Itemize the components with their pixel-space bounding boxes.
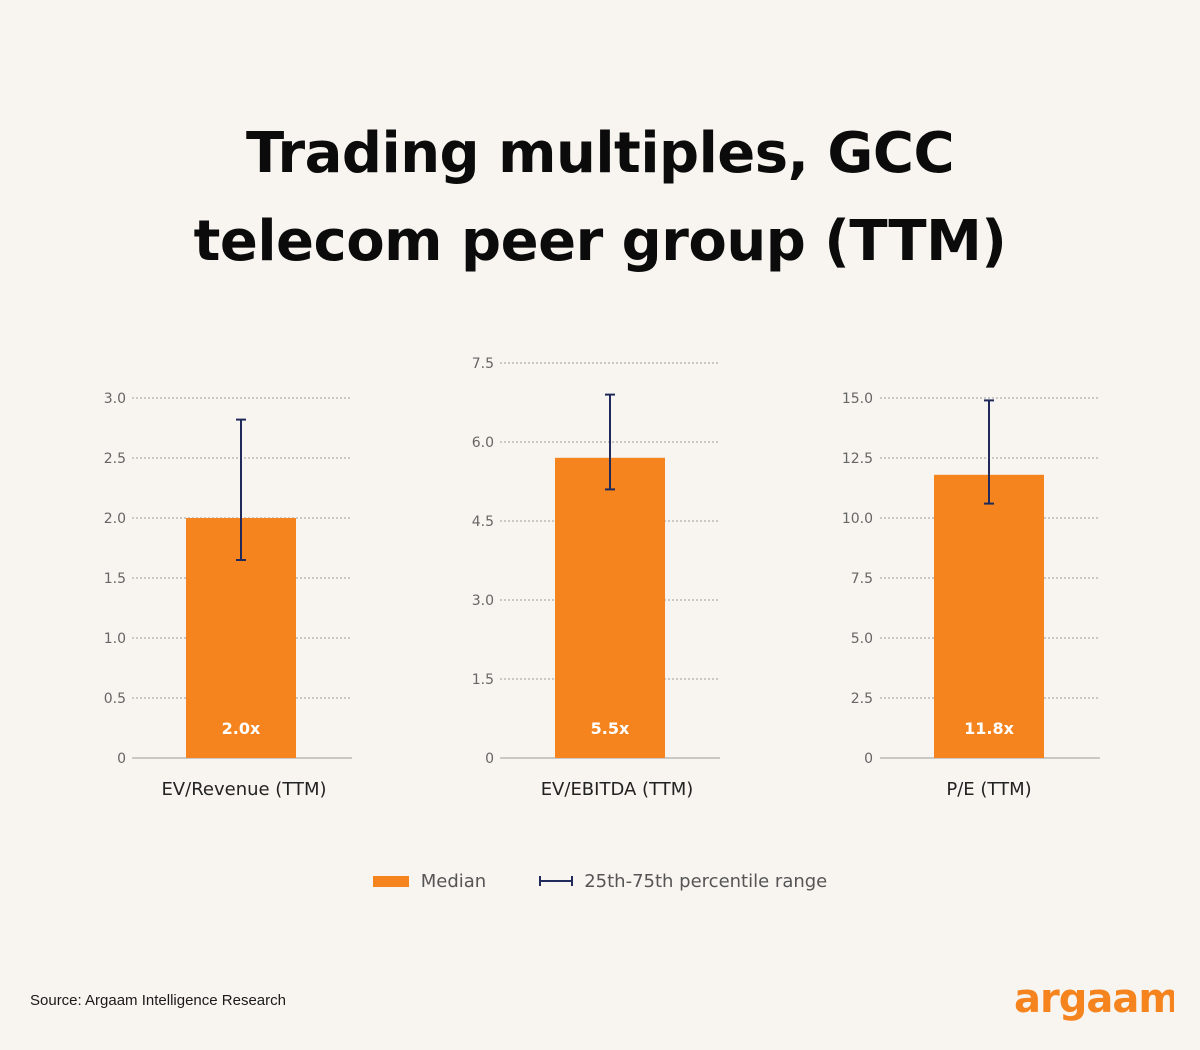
category-label: EV/Revenue (TTM) <box>161 779 326 800</box>
svg-text:argaam: argaam <box>1014 976 1174 1022</box>
y-tick-label: 15.0 <box>842 391 873 407</box>
legend-range-label: 25th-75th percentile range <box>584 870 828 892</box>
median-bar <box>555 457 665 758</box>
y-tick-label: 2.5 <box>104 451 126 467</box>
y-tick-label: 4.5 <box>472 514 494 530</box>
y-tick-label: 0.5 <box>104 691 126 707</box>
y-tick-label: 3.0 <box>472 593 494 609</box>
legend-median-label: Median <box>420 870 487 892</box>
y-tick-label: 12.5 <box>842 451 873 467</box>
category-label: P/E (TTM) <box>946 779 1031 800</box>
y-tick-label: 1.0 <box>104 631 126 647</box>
median-bar <box>934 474 1044 758</box>
y-tick-label: 0 <box>485 751 494 767</box>
title-line-1: Trading multiples, GCC <box>245 121 955 186</box>
y-tick-label: 2.5 <box>851 691 873 707</box>
y-tick-label: 1.5 <box>472 672 494 688</box>
y-tick-label: 7.5 <box>472 356 494 372</box>
y-tick-label: 7.5 <box>851 571 873 587</box>
y-tick-label: 5.0 <box>851 631 873 647</box>
legend-median-swatch <box>372 875 409 887</box>
chart-title: Trading multiples, GCC telecom peer grou… <box>0 110 1200 286</box>
y-tick-label: 2.0 <box>104 511 126 527</box>
legend-errorbar-icon <box>539 876 574 886</box>
y-tick-label: 1.5 <box>104 571 126 587</box>
bar-value-label: 2.0x <box>222 719 261 738</box>
bar-value-label: 5.5x <box>591 719 630 738</box>
y-tick-label: 10.0 <box>842 511 873 527</box>
source-note: Source: Argaam Intelligence Research <box>30 992 286 1009</box>
y-tick-label: 6.0 <box>472 435 494 451</box>
title-line-2: telecom peer group (TTM) <box>193 209 1007 274</box>
y-tick-label: 0 <box>117 751 126 767</box>
legend: Median 25th-75th percentile range <box>0 866 1200 896</box>
y-tick-label: 3.0 <box>104 391 126 407</box>
argaam-logo: argaam <box>1014 976 1174 1022</box>
bar-value-label: 11.8x <box>964 719 1014 738</box>
y-tick-label: 0 <box>864 751 873 767</box>
legend-item-range: 25th-75th percentile range <box>538 871 827 892</box>
category-label: EV/EBITDA (TTM) <box>541 779 694 800</box>
legend-item-median: Median <box>372 870 487 892</box>
charts-area: 0 0.5 1.0 1.5 2.0 2.5 3.0 2.0x EV/Revenue (TTM) 0… <box>104 356 1100 800</box>
